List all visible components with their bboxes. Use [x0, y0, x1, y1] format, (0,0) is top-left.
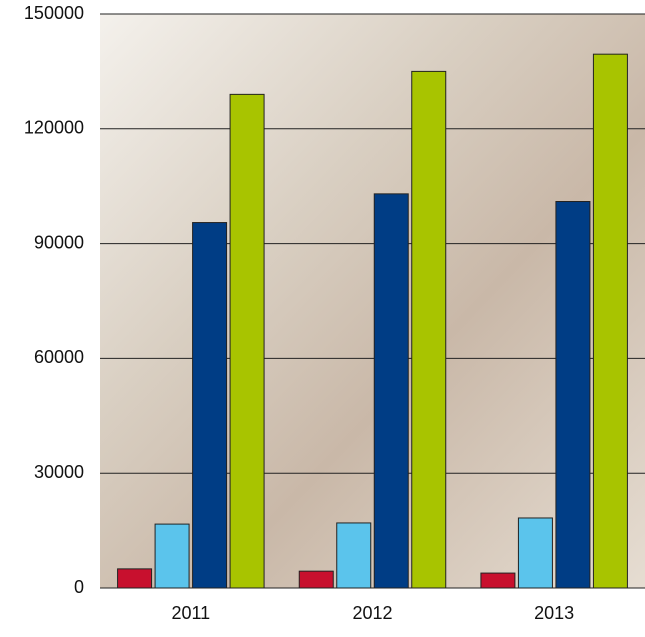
y-tick-label: 0 [74, 577, 84, 597]
bar [517, 517, 553, 589]
background-photo [100, 14, 645, 588]
bar [298, 570, 334, 589]
bar [592, 53, 628, 589]
y-tick-label: 120000 [24, 118, 84, 138]
bar [411, 70, 447, 589]
bar [555, 201, 591, 589]
bar [229, 93, 265, 589]
bar [480, 572, 516, 589]
bar [373, 193, 409, 589]
x-tick-label: 2013 [534, 603, 574, 623]
x-tick-label: 2012 [352, 603, 392, 623]
y-tick-label: 150000 [24, 3, 84, 23]
bar [192, 222, 228, 589]
x-tick-label: 2011 [171, 603, 210, 623]
bar [336, 522, 372, 589]
y-tick-label: 90000 [34, 232, 84, 252]
bar [154, 523, 190, 589]
y-tick-label: 30000 [34, 462, 84, 482]
y-tick-label: 60000 [34, 347, 84, 367]
bar [117, 568, 153, 589]
